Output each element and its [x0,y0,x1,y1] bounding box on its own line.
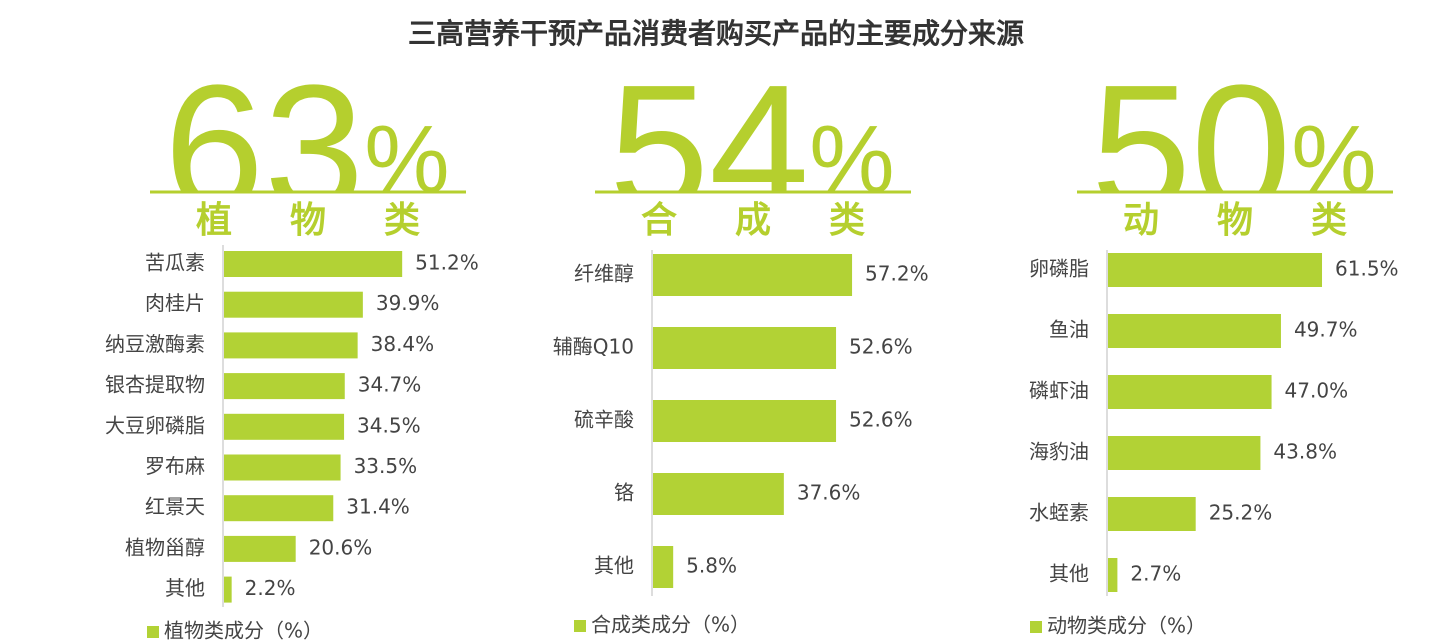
headline: 50% [1091,48,1377,249]
bar [224,251,403,277]
value-label: 57.2% [865,262,929,286]
value-label: 52.6% [849,335,913,359]
bar [653,254,853,296]
value-label: 52.6% [849,408,913,432]
legend-swatch [1030,621,1042,633]
legend-label: 植物类成分（%） [164,619,323,643]
value-label: 31.4% [346,495,410,519]
category-label: 植物甾醇 [125,535,205,559]
page-title: 三高营养干预产品消费者购买产品的主要成分来源 [408,17,1024,50]
bar [224,332,358,359]
value-label: 39.9% [376,291,440,315]
value-label: 2.2% [245,576,296,600]
bar [224,373,345,400]
category-label: 辅酶Q10 [553,335,634,359]
category-label: 罗布麻 [145,454,205,478]
bar [653,400,837,442]
category-label: 水蛭素 [1029,501,1089,525]
value-label: 37.6% [797,481,861,505]
category-label: 纤维醇 [574,262,634,286]
legend-label: 动物类成分（%） [1047,614,1206,638]
bar [1108,558,1118,592]
group-label: 动物类 [1123,200,1405,241]
headline: 54% [609,48,895,249]
value-label: 34.7% [358,373,422,397]
bar [224,413,345,440]
bar [1108,436,1261,470]
bar [1108,314,1281,348]
category-label: 磷虾油 [1029,379,1089,403]
bar [224,576,232,603]
value-label: 20.6% [309,535,373,559]
legend-swatch [574,620,586,632]
value-label: 33.5% [354,454,418,478]
value-label: 5.8% [686,554,737,578]
category-label: 鱼油 [1049,318,1089,342]
category-label: 纳豆激酶素 [105,332,205,356]
headline-group: 50% [1091,48,1377,249]
category-label: 肉桂片 [145,291,205,315]
value-label: 38.4% [371,332,435,356]
value-label: 51.2% [415,251,479,275]
legend-label: 合成类成分（%） [591,613,750,637]
value-label: 2.7% [1130,562,1181,586]
value-label: 49.7% [1294,318,1358,342]
category-label: 海豹油 [1029,440,1089,464]
bar [1108,375,1272,409]
category-label: 红景天 [145,495,205,519]
category-label: 卵磷脂 [1029,257,1089,281]
value-label: 34.5% [357,413,421,437]
category-label: 铬 [614,481,634,505]
headline: 63% [164,48,450,249]
bar [1108,253,1323,287]
legend-swatch [147,626,159,638]
bar [224,495,334,522]
category-label: 硫辛酸 [574,408,634,432]
category-label: 其他 [165,576,205,600]
headline-group: 63% [164,48,450,249]
bar [653,473,784,515]
bar [653,546,674,588]
category-label: 大豆卵磷脂 [105,413,205,437]
category-label: 苦瓜素 [145,251,205,275]
value-label: 47.0% [1285,379,1349,403]
bar [653,327,837,369]
bar [224,535,296,562]
value-label: 61.5% [1335,257,1399,281]
group-label: 植物类 [196,200,478,241]
category-label: 银杏提取物 [105,373,205,397]
bar [224,291,363,318]
bar [224,454,341,481]
value-label: 43.8% [1273,440,1337,464]
bar [1108,497,1196,531]
headline-group: 54% [609,48,895,249]
group-label: 合成类 [641,200,923,241]
category-label: 其他 [1049,562,1089,586]
value-label: 25.2% [1209,501,1273,525]
category-label: 其他 [594,554,634,578]
